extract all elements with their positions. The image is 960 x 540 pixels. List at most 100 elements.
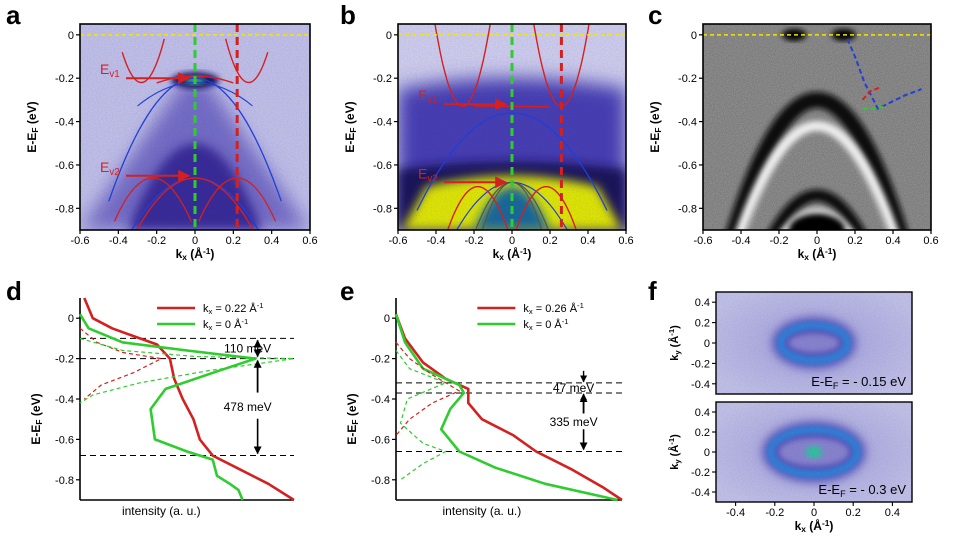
- ytick-label: -0.8: [678, 203, 697, 215]
- xtick-label: 0.6: [302, 235, 317, 247]
- edc-curve-red-solid: [83, 297, 295, 502]
- xtick-label: 0.6: [618, 235, 633, 247]
- band-curve: [447, 186, 509, 230]
- ytick-label: -0.4: [373, 117, 392, 129]
- ytick-label: 0.2: [695, 318, 710, 330]
- map-image: [716, 402, 912, 502]
- ytick-label: -0.8: [373, 203, 392, 215]
- xtick-label: 0: [814, 235, 820, 247]
- energy-span-label: 478 meV: [224, 400, 272, 414]
- ytick-label: -0.6: [55, 434, 74, 446]
- ytick-label: -0.8: [55, 475, 74, 487]
- edc-curve-green-dash: [79, 337, 295, 404]
- xtick-label: -0.2: [770, 235, 789, 247]
- panel-letter-e: e: [340, 276, 354, 306]
- xtick-label: 0.2: [847, 235, 862, 247]
- ytick-label: -0.4: [691, 487, 710, 499]
- arpes-image-c: [703, 24, 931, 230]
- ytick-label: 0.2: [695, 427, 710, 439]
- xtick-label: 0.2: [226, 235, 241, 247]
- kspace-map-2: 0.4 0.2 0 -0.2 -0.4 ky (Å-1) E-EF = - 0.3 eV -0…: [667, 401, 913, 534]
- xtick-label: 0.2: [846, 507, 861, 519]
- guide-blue: [846, 38, 922, 110]
- edc-curve-red-dash: [79, 327, 162, 400]
- energy-span-label: 110 meV: [224, 342, 271, 356]
- guide-red: [861, 85, 882, 101]
- xtick-label: -0.4: [427, 235, 446, 247]
- annotation-v2: Ev2: [100, 159, 120, 178]
- ytick-label: -0.2: [691, 358, 710, 370]
- x-axis-label: intensity (a. u.): [443, 504, 522, 518]
- xtick-label: 0.4: [580, 235, 595, 247]
- band-curve: [533, 24, 590, 108]
- xtick-label: -0.4: [726, 507, 745, 519]
- dark-spot: [789, 214, 845, 230]
- energy-label: E-EF = - 0.3 eV: [818, 482, 906, 499]
- band-curve: [225, 38, 269, 84]
- ytick-label: 0.4: [695, 297, 710, 309]
- ytick-label: 0: [704, 447, 710, 459]
- ytick-label: -0.2: [373, 73, 392, 85]
- xtick-label: 0: [192, 235, 198, 247]
- xtick-label: -0.6: [694, 235, 713, 247]
- legend-label: kx = 0.22 Å-1: [203, 301, 264, 316]
- energy-span-label: 47 meV: [553, 381, 594, 395]
- ytick-label: -0.2: [371, 354, 390, 366]
- x-axis-label: kx (Å-1): [176, 246, 215, 262]
- y-axis-label: E-EF (eV): [345, 393, 360, 444]
- y-axis-label: E-EF (eV): [648, 101, 663, 152]
- dark-band: [768, 189, 866, 230]
- ytick-label: -0.6: [371, 434, 390, 446]
- panel-f: 0.40.20-0.2-0.4ky (Å-1)E-EF = - 0.15 eV0…: [667, 291, 913, 534]
- y-axis-label: E-EF (eV): [343, 101, 358, 152]
- ytick-label: 0: [704, 338, 710, 350]
- bright-band: [781, 208, 853, 230]
- xtick-label: 0.4: [885, 235, 900, 247]
- xtick-label: -0.2: [465, 235, 484, 247]
- xtick-label: -0.2: [765, 507, 784, 519]
- panel-letter-f: f: [648, 276, 657, 306]
- edc-curve-red-solid: [394, 313, 623, 502]
- panel-c: -0.6 -0.4 -0.2 0 0.2 0.4 0.6 0 -0.2 -0.4 -0.6 -0.8 k…: [648, 23, 939, 262]
- xtick-label: 0.2: [542, 235, 557, 247]
- edc-curve-green-solid: [78, 313, 257, 501]
- ytick-label: -0.8: [55, 203, 74, 215]
- panel-d: 0 -0.2 -0.4 -0.6 -0.8 intensity (a. u.) E-EF (…: [29, 297, 295, 518]
- ytick-label: 0: [384, 313, 390, 325]
- xtick-label: 0.6: [923, 235, 938, 247]
- xtick-label: 0.4: [264, 235, 279, 247]
- ytick-label: 0: [691, 30, 697, 42]
- bright-band: [735, 120, 899, 230]
- x-axis-label: kx (Å-1): [795, 518, 834, 534]
- panel-letter-d: d: [6, 276, 22, 306]
- x-axis-label: intensity (a. u.): [122, 504, 201, 518]
- x-axis-label: kx (Å-1): [798, 246, 837, 262]
- ytick-label: -0.4: [678, 117, 697, 129]
- panel-b: Ev1 Ev2 -0.6 -0.4 -0.2 0 0.2 0.4 0.6 0 -0.2 -0.4 -0.…: [343, 23, 634, 262]
- map-noise: [716, 292, 912, 394]
- xtick-label: -0.4: [109, 235, 128, 247]
- edc-curve-green-dash: [395, 350, 447, 481]
- xtick-label: 0: [509, 235, 515, 247]
- ytick-label: 0.4: [695, 407, 710, 419]
- ytick-label: -0.2: [55, 354, 74, 366]
- ytick-label: -0.6: [55, 160, 74, 172]
- panel-letter-a: a: [6, 0, 21, 30]
- panel-letter-b: b: [340, 0, 356, 30]
- guide-green: [862, 105, 886, 110]
- annotation-v1: Ev1: [100, 61, 120, 80]
- xtick-label: -0.6: [71, 235, 90, 247]
- kspace-map-1: 0.4 0.2 0 -0.2 -0.4 ky (Å-1) E-EF = - 0.15 eV: [667, 291, 913, 395]
- ytick-label: -0.6: [373, 160, 392, 172]
- y-axis-label: ky (Å-1): [667, 325, 682, 361]
- xtick-label: -0.2: [147, 235, 166, 247]
- panel-letter-c: c: [648, 0, 662, 30]
- edc-curve-red-dash: [395, 342, 460, 436]
- edc-curve-green-solid: [394, 313, 618, 502]
- map-noise: [716, 402, 912, 502]
- legend-label: kx = 0 Å-1: [523, 317, 568, 332]
- panel-e: 0 -0.2 -0.4 -0.6 -0.8 intensity (a. u.) E-EF (…: [345, 298, 623, 518]
- y-axis-label: E-EF (eV): [29, 393, 44, 444]
- ytick-label: 0: [386, 30, 392, 42]
